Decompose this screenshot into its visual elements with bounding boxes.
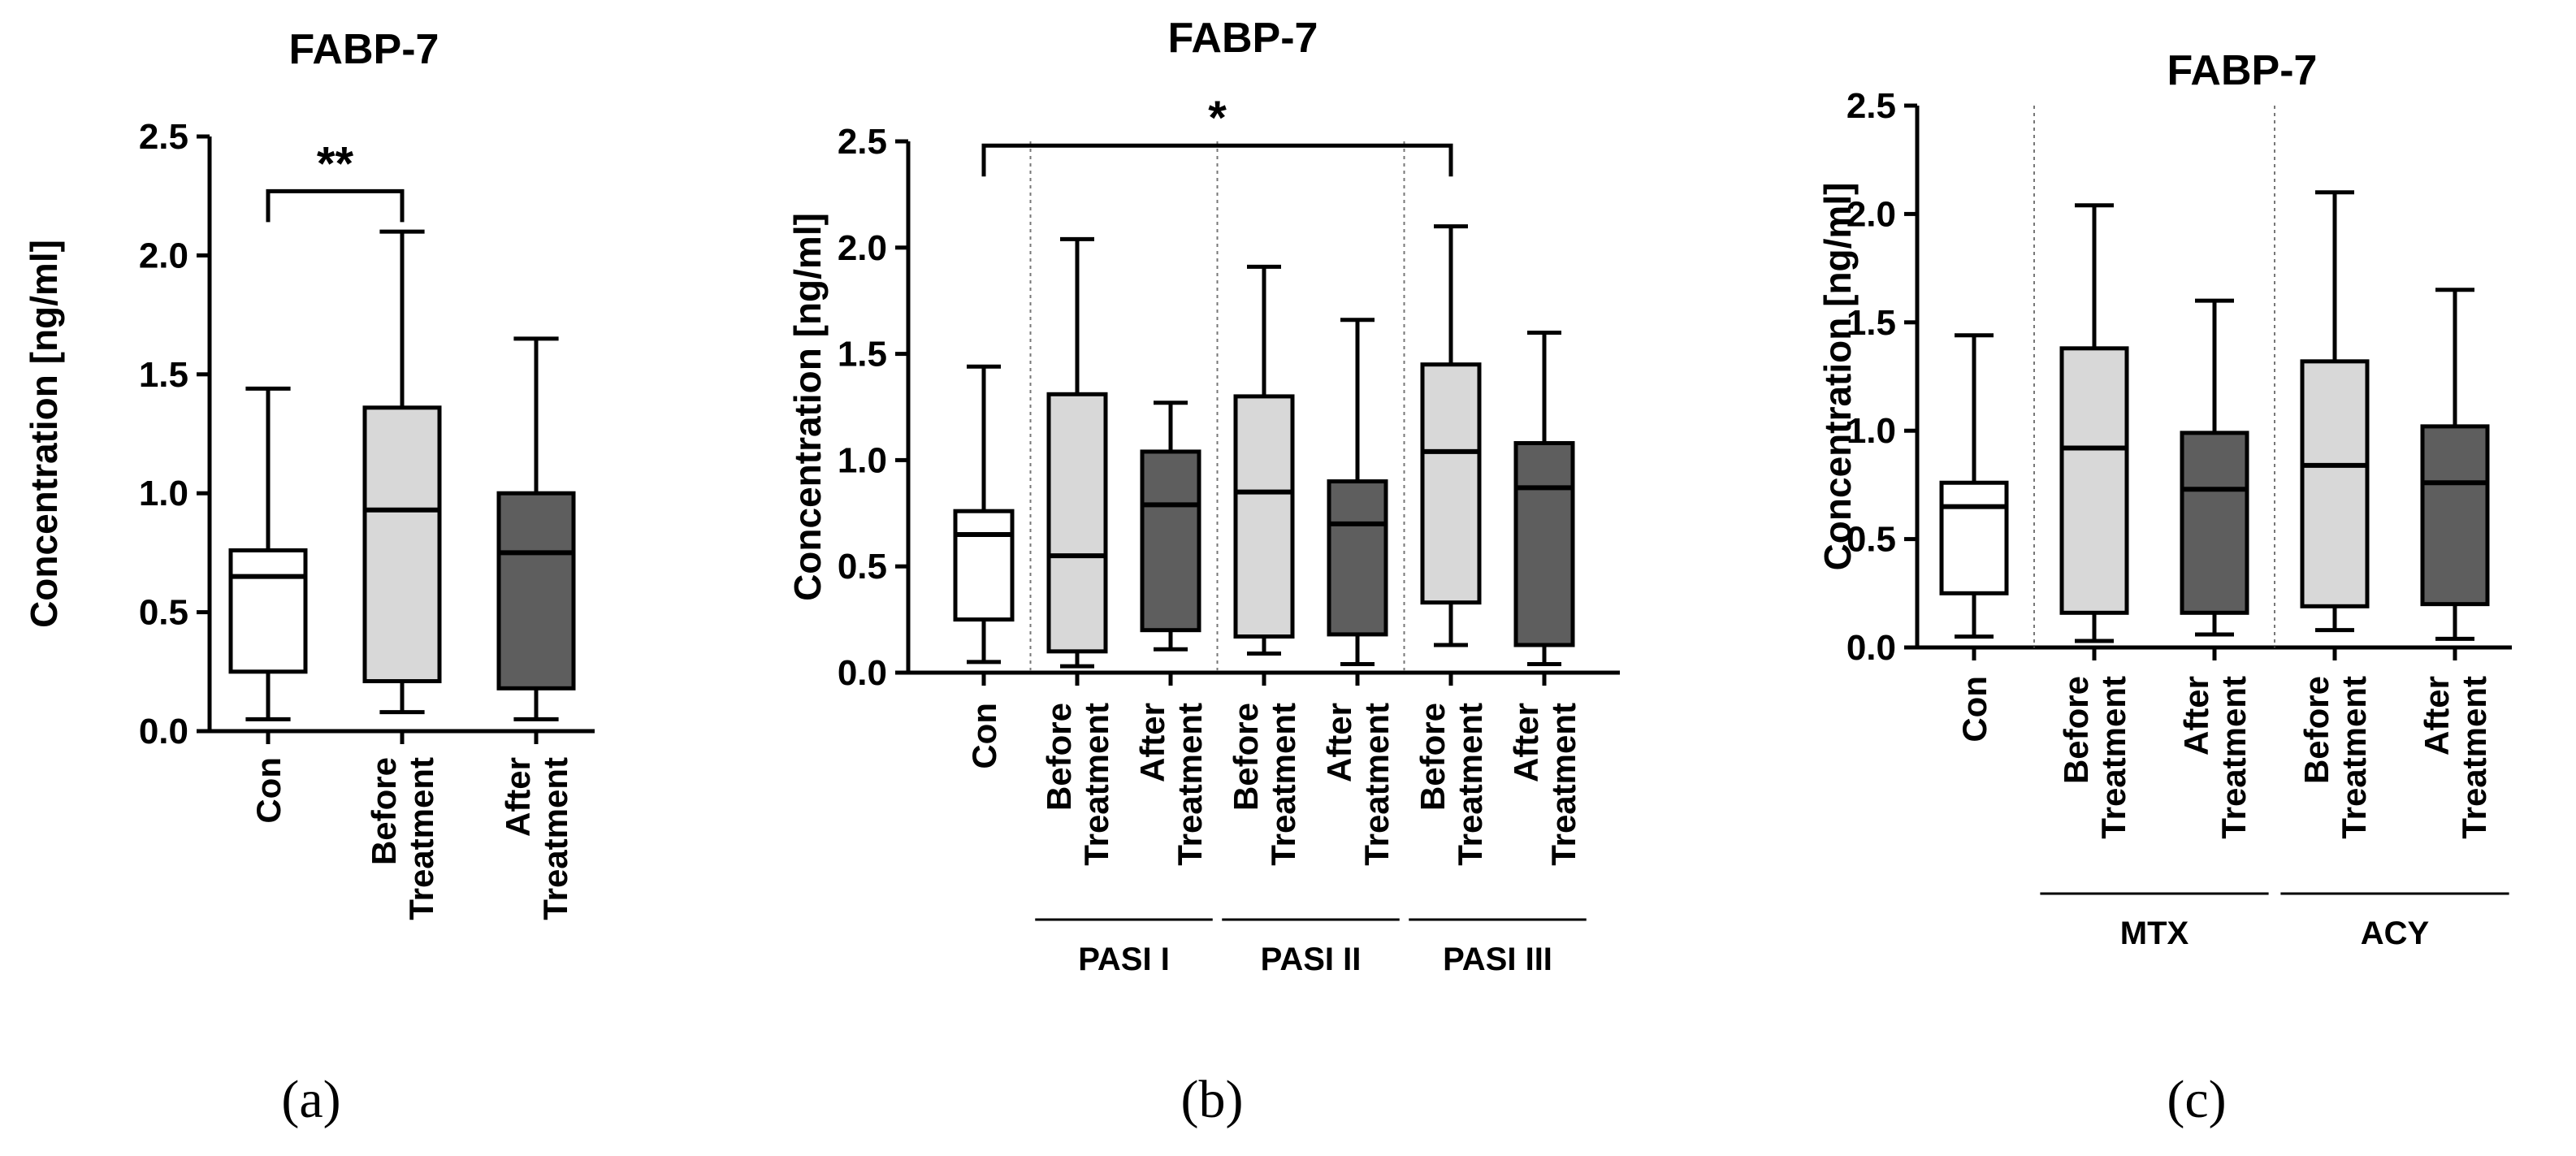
- category-label: Treatment: [2455, 676, 2493, 839]
- box-iqr: [1233, 394, 1295, 639]
- box-2: Before Treatment: [1040, 236, 1115, 866]
- box-3: After Treatment: [496, 336, 576, 920]
- panel-a: FABP-7 Concentration [ng/ml] 0.0 0.5 1.0 1.5 2…: [23, 26, 595, 1129]
- y-tick-label: 2.5: [838, 122, 887, 162]
- y-tick-label: 0.5: [838, 547, 887, 587]
- category-label: Treatment: [2094, 676, 2132, 839]
- y-tick-label: 0.0: [139, 712, 188, 751]
- category-label: After: [1133, 703, 1171, 782]
- box-2: Before Treatment: [362, 229, 442, 920]
- box-iqr: [2059, 346, 2129, 615]
- box-iqr: [228, 548, 308, 674]
- box-iqr: [2180, 431, 2249, 615]
- y-tick-label: 1.0: [1846, 411, 1896, 451]
- y-tick-label: 2.5: [139, 117, 188, 157]
- y-tick-label: 2.0: [139, 236, 188, 275]
- box-3: After Treatment: [1133, 400, 1209, 866]
- box-6: Before Treatment: [1414, 224, 1489, 866]
- category-label: Treatment: [1357, 703, 1396, 866]
- category-label: Con: [965, 703, 1003, 769]
- group-label: PASI II: [1261, 942, 1362, 977]
- category-label: Treatment: [2335, 676, 2373, 839]
- group-label: MTX: [2120, 916, 2189, 951]
- significance-bracket: [266, 188, 405, 223]
- category-label: After: [1507, 703, 1545, 782]
- y-tick-label: 2.0: [1846, 194, 1896, 234]
- y-axis-label: Concentration [ng/ml]: [786, 213, 829, 601]
- significance-bracket: [981, 143, 1453, 177]
- y-axis-label: Concentration [ng/ml]: [23, 240, 65, 628]
- category-label: Treatment: [536, 757, 574, 920]
- category-label: Treatment: [2214, 676, 2253, 839]
- category-label: Treatment: [402, 757, 440, 920]
- box-2: Before Treatment: [2057, 203, 2132, 839]
- box-5: After Treatment: [1320, 318, 1396, 866]
- group-label: PASI I: [1078, 942, 1170, 977]
- box-4: Before Treatment: [2297, 190, 2373, 839]
- significance-label: **: [317, 137, 354, 190]
- box-iqr: [1420, 362, 1482, 605]
- chart-title: FABP-7: [1168, 15, 1318, 62]
- box-iqr: [1327, 479, 1388, 637]
- category-label: After: [2418, 676, 2456, 756]
- category-label: Treatment: [1077, 703, 1115, 866]
- box-5: After Treatment: [2418, 288, 2493, 839]
- box-iqr: [1939, 480, 2009, 595]
- box-1: Con: [1939, 333, 2009, 743]
- category-label: Before: [2057, 676, 2095, 784]
- panel-label: (c): [2167, 1070, 2226, 1129]
- group-label: ACY: [2361, 916, 2430, 951]
- box-4: Before Treatment: [1227, 264, 1302, 866]
- category-label: Treatment: [1544, 703, 1582, 866]
- panel-label: (a): [281, 1070, 340, 1129]
- box-iqr: [362, 405, 442, 684]
- category-label: After: [499, 757, 537, 837]
- category-label: Before: [1040, 703, 1078, 811]
- y-tick-label: 1.0: [139, 474, 188, 513]
- panel-c: FABP-7 Concentration [ng/ml] 0.0 0.5 1.0 1.5 2…: [1816, 47, 2512, 1129]
- box-iqr: [496, 491, 576, 691]
- box-iqr: [1046, 392, 1108, 654]
- y-tick-label: 0.0: [838, 653, 887, 693]
- chart-title: FABP-7: [289, 26, 439, 73]
- category-label: Before: [2297, 676, 2336, 784]
- y-axis-label: Concentration [ng/ml]: [1816, 183, 1859, 571]
- box-1: Con: [228, 386, 308, 824]
- y-tick-label: 1.5: [1846, 303, 1896, 343]
- y-tick-label: 0.5: [1846, 520, 1896, 560]
- panel-b: FABP-7 Concentration [ng/ml] 0.0 0.5 1.0 1.5 2…: [786, 15, 1620, 1129]
- category-label: Before: [365, 757, 403, 865]
- box-iqr: [1140, 449, 1201, 633]
- y-tick-label: 0.5: [139, 593, 188, 633]
- y-tick-label: 2.5: [1846, 86, 1896, 126]
- category-label: After: [2177, 676, 2215, 756]
- category-label: Con: [249, 757, 288, 824]
- category-label: Before: [1227, 703, 1265, 811]
- box-3: After Treatment: [2177, 298, 2253, 839]
- category-label: Treatment: [1264, 703, 1302, 866]
- box-iqr: [2420, 424, 2490, 607]
- y-tick-label: 1.0: [838, 440, 887, 480]
- chart-title: FABP-7: [2167, 47, 2318, 94]
- category-label: After: [1320, 703, 1358, 782]
- group-label: PASI III: [1443, 942, 1552, 977]
- y-tick-label: 0.0: [1846, 628, 1896, 668]
- category-label: Con: [1955, 676, 1994, 743]
- box-7: After Treatment: [1507, 330, 1582, 866]
- category-label: Treatment: [1171, 703, 1209, 866]
- significance-label: *: [1208, 92, 1227, 145]
- box-iqr: [2300, 359, 2370, 608]
- y-tick-label: 1.5: [139, 355, 188, 395]
- category-label: Before: [1414, 703, 1452, 811]
- box-iqr: [953, 509, 1015, 622]
- panel-label: (b): [1181, 1070, 1244, 1129]
- category-label: Treatment: [1451, 703, 1489, 866]
- box-1: Con: [953, 364, 1015, 769]
- y-tick-label: 1.5: [838, 335, 887, 375]
- box-iqr: [1513, 440, 1575, 647]
- y-tick-label: 2.0: [838, 228, 887, 268]
